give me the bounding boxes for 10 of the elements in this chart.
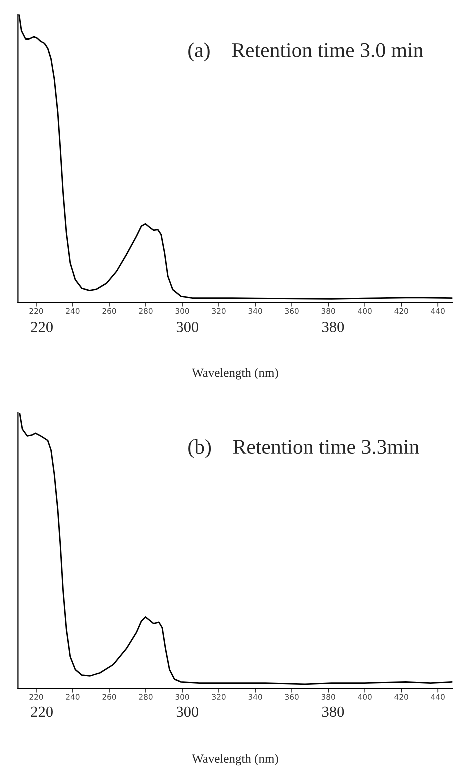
text: 220 — [31, 706, 53, 718]
text: (a) Retention time 3.0 min — [188, 42, 424, 62]
x-axis-title: Wavelength (nm) — [192, 754, 278, 766]
text: 300 — [176, 322, 199, 332]
text: 380 — [322, 706, 344, 718]
text: 380 — [322, 322, 344, 332]
text: 220 — [31, 322, 53, 332]
text: (b) Retention time 3.3min — [188, 439, 420, 458]
x-axis-title: Wavelength (nm) — [192, 368, 278, 380]
text: 300 — [176, 706, 199, 718]
